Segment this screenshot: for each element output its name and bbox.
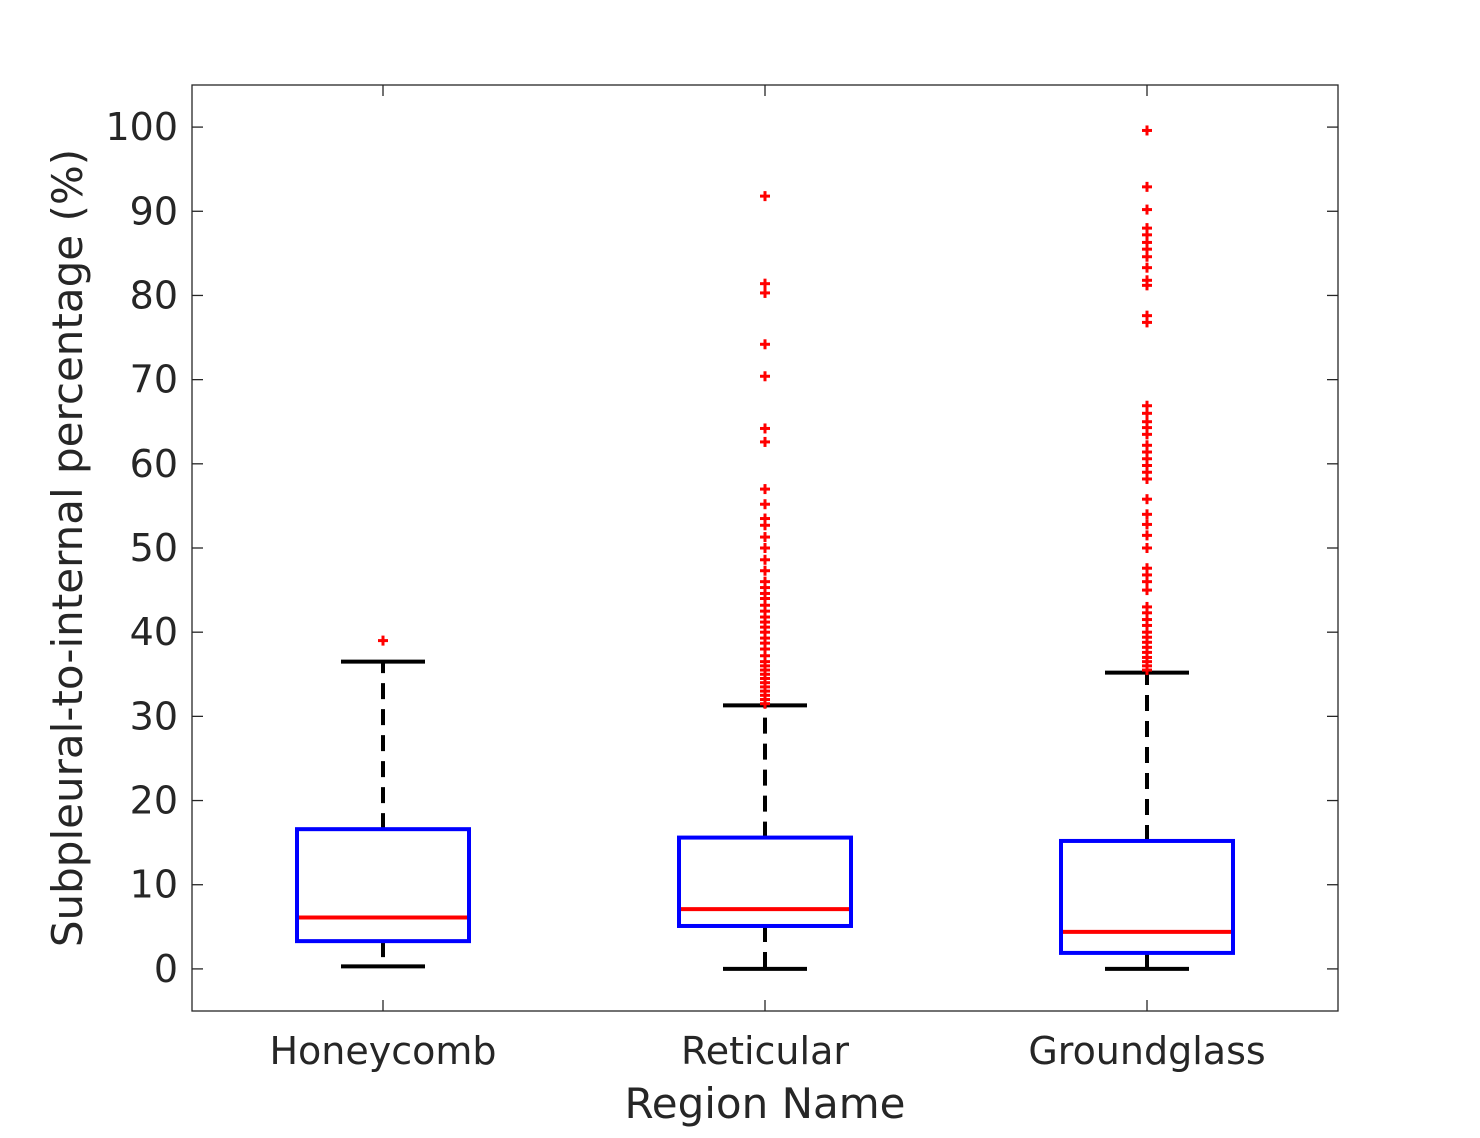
outlier-point [1142, 181, 1152, 192]
box-reticular [677, 191, 853, 971]
box-groundglass [1059, 125, 1235, 971]
y-tick-label: 50 [130, 526, 178, 570]
y-tick-label: 70 [130, 358, 178, 402]
tick-labels: 0 10 20 30 40 50 60 70 80 90 100 Honeycomb Reticular… [105, 105, 1265, 1073]
x-tick-label: Reticular [681, 1029, 849, 1073]
outlier-point [760, 532, 770, 543]
iqr-box [677, 835, 853, 928]
outlier-point [1142, 223, 1152, 234]
y-tick-label: 40 [130, 610, 178, 654]
x-axis-title: Region Name [624, 1079, 905, 1128]
outlier-point [1142, 125, 1152, 136]
outlier-point [760, 576, 770, 587]
outlier-point [378, 635, 388, 646]
box-honeycomb [295, 635, 471, 969]
y-tick-label: 30 [130, 694, 178, 738]
boxes-layer [295, 125, 1235, 971]
outlier-point [1142, 509, 1152, 520]
axis-ticks [192, 85, 1338, 1011]
outlier-point [760, 484, 770, 495]
outlier-point [760, 423, 770, 434]
outlier-point [1142, 543, 1152, 553]
outlier-point [760, 339, 770, 350]
outlier-point [1142, 585, 1152, 596]
outlier-point [760, 543, 770, 553]
outlier-point [760, 278, 770, 289]
outlier-point [1142, 494, 1152, 505]
x-tick-label: Honeycomb [269, 1029, 496, 1073]
outlier-point [760, 554, 770, 565]
y-tick-label: 60 [130, 442, 178, 486]
outlier-point [1142, 530, 1152, 541]
outlier-point [1142, 204, 1152, 215]
y-tick-label: 20 [130, 779, 178, 823]
outlier-point [760, 436, 770, 447]
iqr-box [295, 827, 471, 944]
outlier-point [1142, 262, 1152, 273]
outlier-point [1142, 416, 1152, 427]
outlier-point [1142, 310, 1152, 321]
outlier-point [760, 499, 770, 510]
x-tick-label: Groundglass [1028, 1029, 1265, 1073]
iqr-box [1059, 838, 1235, 955]
outlier-point [760, 371, 770, 382]
outlier-point [760, 191, 770, 202]
y-tick-label: 100 [105, 105, 178, 149]
outlier-point [760, 513, 770, 524]
outlier-point [760, 565, 770, 576]
y-tick-label: 80 [130, 273, 178, 317]
outlier-point [1142, 440, 1152, 451]
y-tick-label: 10 [130, 863, 178, 907]
outlier-point [760, 287, 770, 298]
outlier-point [1142, 601, 1152, 612]
y-tick-label: 90 [130, 189, 178, 233]
outlier-point [1142, 563, 1152, 574]
y-axis-title: Subpleural-to-internal percentage (%) [43, 149, 92, 947]
y-tick-label: 0 [154, 947, 178, 991]
outlier-point [1142, 275, 1152, 286]
plot-frame [191, 84, 1339, 1012]
outlier-point [1142, 519, 1152, 530]
outlier-point [1142, 400, 1152, 411]
